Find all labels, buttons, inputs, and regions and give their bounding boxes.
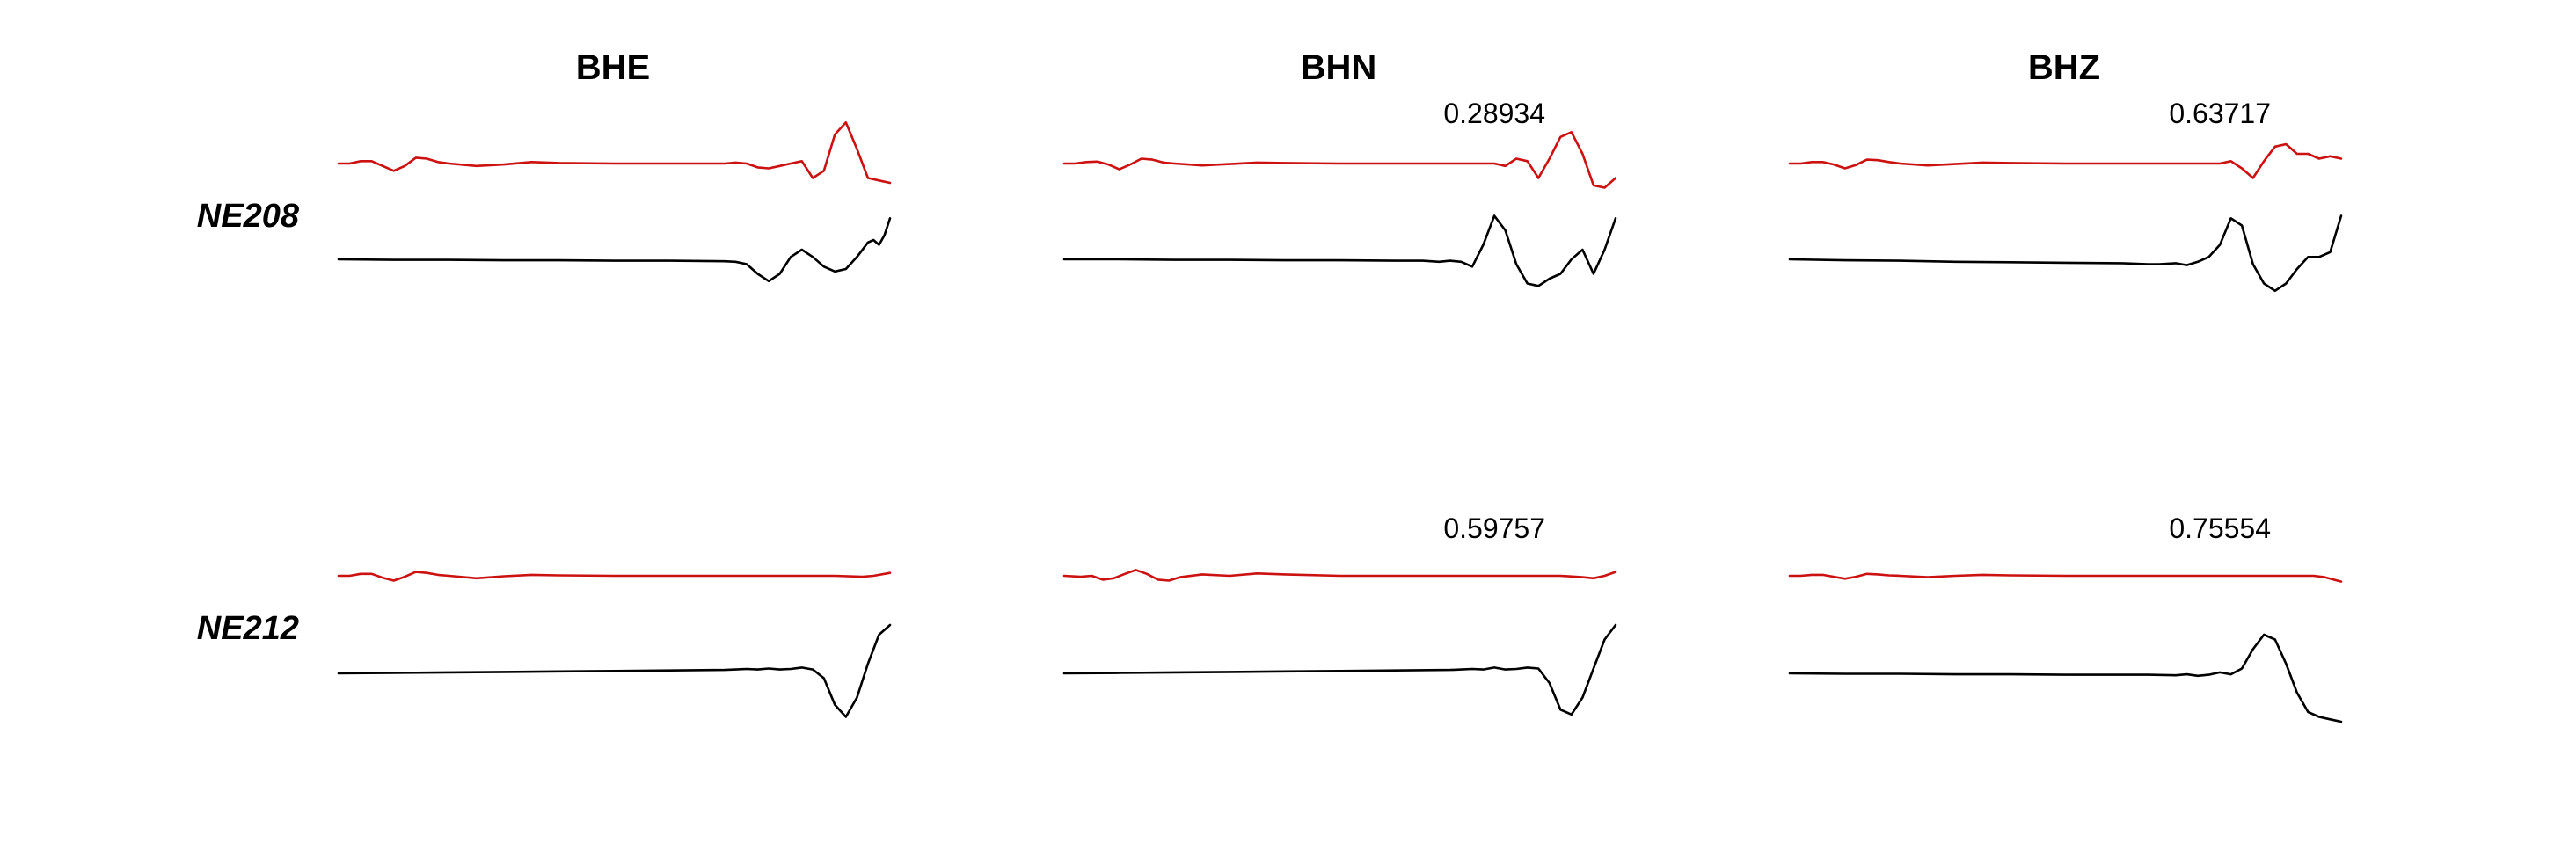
observed-trace-ne208-bhz <box>1788 214 2343 293</box>
row-label-ne208: NE208 <box>197 198 300 235</box>
observed-trace-ne212-bhn <box>1062 623 1617 716</box>
column-title-bhz: BHZ <box>2028 48 2100 87</box>
cc-value-ne212-bhz: 0.75554 <box>2169 512 2271 544</box>
panel-ne212-bhn: 0.59757 <box>1062 512 1617 716</box>
row-labels: NE208 NE212 <box>197 198 300 647</box>
synthetic-trace-ne208-bhe <box>337 121 892 185</box>
cc-value-ne208-bhz: 0.63717 <box>2169 98 2271 129</box>
observed-trace-ne212-bhe <box>337 623 892 718</box>
observed-trace-ne208-bhn <box>1062 214 1617 287</box>
panel-ne212-bhz: 0.75554 <box>1788 512 2343 723</box>
column-title-bhn: BHN <box>1301 48 1377 87</box>
cc-value-ne208-bhn: 0.28934 <box>1443 98 1545 129</box>
synthetic-trace-ne212-bhn <box>1062 569 1617 582</box>
waveform-panels: 0.28934 0.63717 0.59757 0.75554 <box>337 98 2343 723</box>
panel-ne208-bhz: 0.63717 <box>1788 98 2343 293</box>
cc-value-ne212-bhn: 0.59757 <box>1443 512 1545 544</box>
synthetic-trace-ne208-bhn <box>1062 131 1617 189</box>
observed-trace-ne208-bhe <box>337 217 892 283</box>
column-title-bhe: BHE <box>576 48 650 87</box>
panel-ne208-bhn: 0.28934 <box>1062 98 1617 287</box>
synthetic-trace-ne212-bhe <box>337 571 892 582</box>
panel-ne212-bhe <box>337 571 892 718</box>
observed-trace-ne212-bhz <box>1788 633 2343 723</box>
column-titles: BHE BHN BHZ <box>576 48 2100 87</box>
synthetic-trace-ne212-bhz <box>1788 572 2343 583</box>
synthetic-trace-ne208-bhz <box>1788 142 2343 179</box>
panel-ne208-bhe <box>337 121 892 283</box>
row-label-ne212: NE212 <box>197 610 299 647</box>
